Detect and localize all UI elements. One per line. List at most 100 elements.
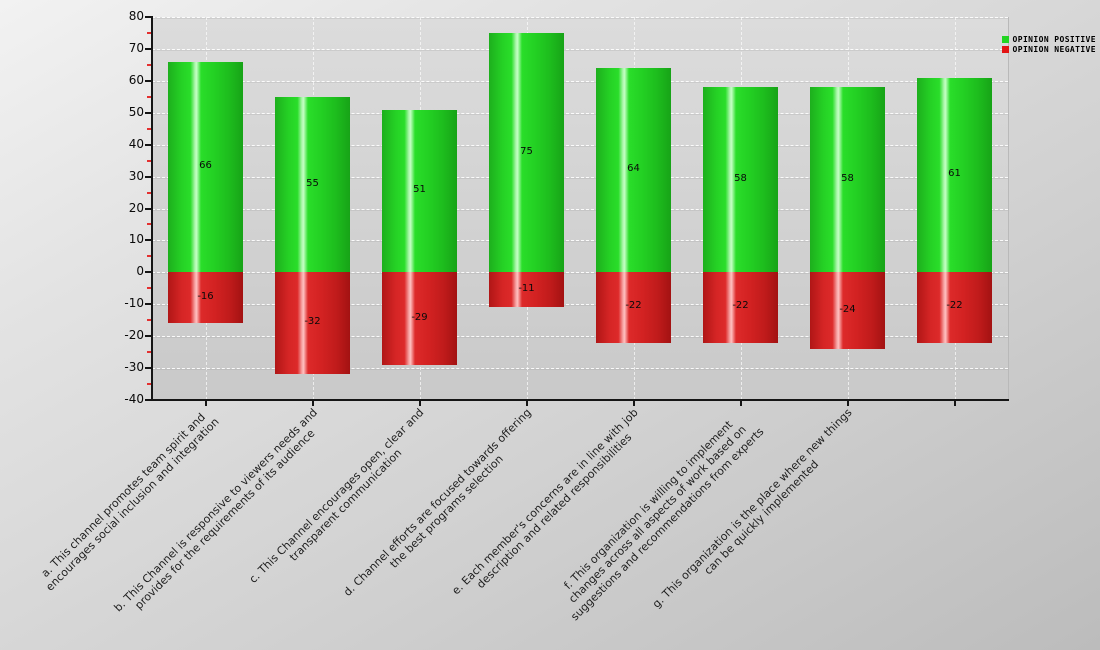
h-gridline: [152, 208, 1008, 210]
bar-value-label: -16: [197, 290, 214, 302]
y-tick-mark: [145, 367, 151, 370]
bar-value-label: -11: [518, 282, 535, 294]
x-axis-line: [151, 399, 1009, 401]
bar-negative: [703, 272, 778, 343]
h-gridline: [152, 176, 1008, 178]
y-tick-mark: [145, 16, 151, 18]
bar-positive: [917, 77, 992, 273]
bar-positive: [489, 32, 564, 273]
h-gridline: [152, 240, 1008, 242]
legend-label-negative: OPINION NEGATIVE: [1012, 45, 1096, 54]
plot-area: 66 -16 55 -32 51 -29 75 -11 64 -22 58 -22 58 -24 61 -22: [152, 17, 1009, 400]
y-minor-tick-mark: [147, 127, 151, 130]
y-tick-label: 20: [128, 200, 144, 215]
y-minor-tick-mark: [147, 223, 151, 226]
y-tick-mark: [145, 111, 151, 114]
x-tick-mark: [311, 401, 314, 406]
y-tick-mark: [145, 303, 151, 306]
x-tick-mark: [525, 401, 528, 406]
y-minor-tick-mark: [147, 255, 151, 258]
x-tick-mark: [739, 401, 742, 406]
y-minor-tick-mark: [147, 319, 151, 322]
bar-positive: [703, 87, 778, 273]
legend-item-negative: OPINION NEGATIVE: [1001, 45, 1096, 54]
y-tick-mark: [145, 271, 151, 274]
h-gridline: [152, 272, 1008, 274]
y-minor-tick-mark: [147, 95, 151, 98]
legend-label-positive: OPINION POSITIVE: [1012, 35, 1096, 44]
y-tick-mark: [145, 399, 151, 401]
y-tick-label: 80: [128, 9, 144, 23]
bar-value-label: 75: [520, 145, 533, 157]
y-tick-label: -10: [124, 296, 144, 311]
y-tick-mark: [145, 207, 151, 210]
y-minor-tick-mark: [147, 159, 151, 162]
bar-value-label: 51: [413, 183, 426, 195]
y-tick-label: 30: [128, 168, 144, 183]
y-minor-tick-mark: [147, 31, 151, 34]
y-tick-mark: [145, 335, 151, 338]
category-label: c. This Channel encourages open, clear a…: [246, 406, 427, 586]
category-label: b. This Channel is responsive to viewers…: [111, 406, 320, 615]
category-label: a. This channel promotes team spirit and…: [38, 410, 223, 594]
bar-negative: [917, 272, 992, 343]
y-minor-tick-mark: [147, 191, 151, 194]
y-minor-tick-mark: [147, 63, 151, 66]
y-tick-label: 10: [128, 232, 144, 247]
bar-value-label: -29: [411, 311, 428, 323]
y-tick-label: 40: [128, 136, 144, 151]
y-tick-label: -20: [124, 328, 144, 343]
y-tick-label: 50: [128, 104, 144, 119]
bar-negative: [596, 272, 671, 343]
h-gridline: [152, 304, 1008, 306]
bar-positive: [382, 109, 457, 273]
bar-positive: [596, 68, 671, 273]
bar-positive: [810, 87, 885, 273]
bar-negative: [168, 272, 243, 324]
x-tick-mark: [418, 401, 421, 406]
y-tick-label: 60: [128, 72, 144, 87]
bar-value-label: 61: [948, 167, 961, 179]
y-tick-mark: [145, 239, 151, 242]
x-tick-mark: [846, 401, 849, 406]
bar-value-label: -32: [304, 316, 321, 328]
bar-value-label: 66: [199, 160, 212, 171]
bar-negative: [382, 272, 457, 365]
h-gridline: [152, 144, 1008, 146]
x-tick-mark: [204, 401, 207, 406]
bar-value-label: 64: [627, 163, 640, 175]
y-tick-mark: [145, 79, 151, 82]
bar-value-label: -24: [839, 303, 856, 315]
y-tick-label: 0: [136, 264, 144, 279]
negative-swatch-icon: [1001, 46, 1009, 53]
h-gridline: [152, 336, 1008, 338]
bar-positive: [168, 61, 243, 273]
y-tick-mark: [145, 175, 151, 178]
y-minor-tick-mark: [147, 351, 151, 354]
h-gridline: [152, 368, 1008, 370]
bar-value-label: 58: [841, 172, 854, 184]
bar-negative: [489, 272, 564, 308]
y-tick-mark: [145, 47, 151, 50]
bar-value-label: -22: [732, 300, 749, 312]
category-label: d. Channel efforts are focused towards o…: [340, 406, 534, 599]
y-tick-label: 70: [128, 40, 144, 55]
bar-negative: [810, 272, 885, 349]
y-tick-mark: [145, 143, 151, 146]
bar-negative: [275, 272, 350, 375]
y-minor-tick-mark: [147, 287, 151, 290]
h-gridline: [152, 17, 1008, 18]
y-minor-tick-mark: [147, 383, 151, 386]
y-tick-label: -30: [124, 360, 144, 375]
h-gridline: [152, 112, 1008, 114]
category-label: f. This organization is willing to imple…: [561, 418, 767, 624]
h-gridline: [152, 80, 1008, 82]
legend-item-positive: OPINION POSITIVE: [1001, 35, 1096, 44]
bar-value-label: -22: [946, 300, 963, 312]
bar-value-label: 55: [306, 177, 319, 189]
x-tick-mark: [953, 401, 956, 406]
h-gridline: [152, 48, 1008, 50]
positive-swatch-icon: [1001, 36, 1009, 43]
y-tick-label: -40: [124, 392, 144, 406]
